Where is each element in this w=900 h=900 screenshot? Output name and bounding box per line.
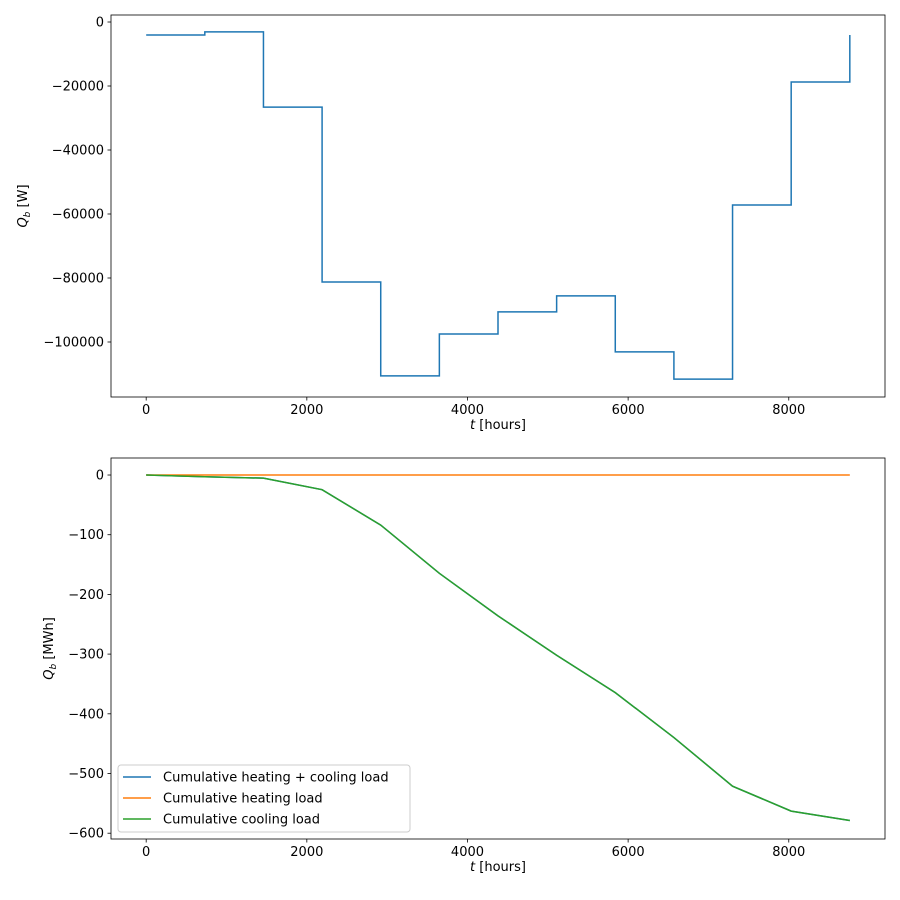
x-axis-label: t [hours]	[470, 418, 526, 433]
series-line	[146, 474, 850, 822]
y-tick-label: 0	[96, 16, 104, 31]
y-tick-label: −100000	[43, 335, 104, 350]
y-tick-label: 0	[96, 469, 104, 484]
axes-1: 0 2000 4000 6000 8000 0 −20000 −40000 −60000 −800…	[16, 14, 886, 433]
x-tick-label: 4000	[451, 403, 484, 418]
x-axis-label: t [hours]	[470, 860, 526, 875]
y-tick-label: −60000	[52, 207, 104, 222]
legend: Cumulative heating + cooling load Cumulat…	[117, 764, 411, 833]
y-tick-label: −400	[68, 707, 104, 722]
x-tick-label: 2000	[290, 845, 323, 860]
axes-frame	[110, 14, 886, 398]
x-tick-label: 6000	[612, 845, 645, 860]
x-tick-label: 0	[142, 845, 150, 860]
x-tick-label: 8000	[772, 403, 805, 418]
axes-2: 0 2000 4000 6000 8000 0 −100 −200 −300 −400 −500 −6…	[42, 457, 886, 875]
y-tick-label: −300	[68, 648, 104, 663]
axes-frame	[110, 457, 886, 840]
legend-label: Cumulative heating load	[163, 792, 323, 807]
y-tick-label: −200	[68, 588, 104, 603]
y-tick-label: −500	[68, 767, 104, 782]
y-axis-label: Qb [W]	[16, 184, 33, 227]
y-tick-label: −100	[68, 528, 104, 543]
legend-label: Cumulative cooling load	[163, 813, 320, 828]
series-line	[146, 31, 851, 380]
x-tick-label: 8000	[772, 845, 805, 860]
x-tick-label: 4000	[451, 845, 484, 860]
x-tick-label: 2000	[290, 403, 323, 418]
y-tick-label: −600	[68, 827, 104, 842]
y-tick-label: −40000	[52, 144, 104, 159]
y-tick-label: −20000	[52, 80, 104, 95]
x-tick-label: 0	[142, 403, 150, 418]
y-tick-label: −80000	[52, 271, 104, 286]
legend-frame	[117, 764, 411, 833]
y-axis-label: Qb [MWh]	[42, 617, 59, 680]
legend-label: Cumulative heating + cooling load	[163, 771, 389, 786]
x-tick-label: 6000	[612, 403, 645, 418]
